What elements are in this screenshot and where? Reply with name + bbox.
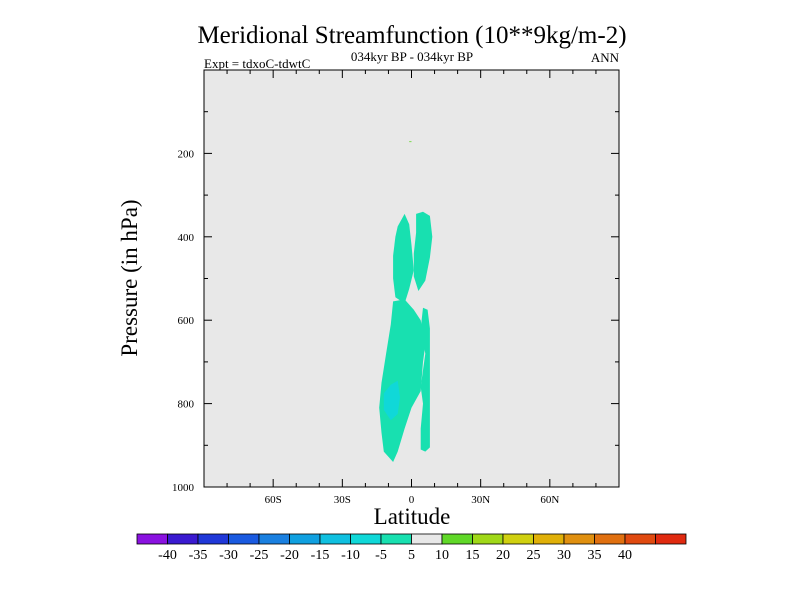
colorbar-label: -35 [189,548,208,563]
colorbar-label: 35 [588,548,602,563]
y-tick-label: 1000 [172,482,195,494]
contour-region-upper-east-lobe [413,211,433,291]
colorbar-label: 40 [618,548,632,563]
chart-subtitle: 034kyr BP - 034kyr BP [351,49,473,64]
colorbar-swatch [411,533,443,545]
season-label: ANN [591,50,620,65]
colorbar-label: 30 [557,548,571,563]
colorbar-swatch [289,533,321,545]
colorbar-label: 25 [527,548,541,563]
y-tick-label: 400 [178,232,195,244]
colorbar-swatch [533,533,565,545]
colorbar-swatch [228,533,260,545]
colorbar-label: -40 [158,548,177,563]
colorbar-swatch [655,533,687,545]
colorbar-swatch [258,533,290,545]
colorbar-label: -5 [375,548,387,563]
plot-frame [203,69,620,488]
colorbar-label: -20 [280,548,299,563]
colorbar-label: 10 [435,548,449,563]
x-tick-label: 30N [471,494,490,506]
colorbar-swatch [380,533,412,545]
x-tick-labels: 60S 30S 0 30N 60N [265,494,560,506]
colorbar-swatch [441,533,473,545]
y-axis-label: Pressure (in hPa) [117,199,142,356]
x-tick-label: 60S [265,494,282,506]
colorbar-swatch [594,533,626,545]
axis-ticks [204,70,619,487]
contour-regions [379,141,433,462]
contour-region-lower-east-lobe [420,307,430,452]
colorbar-label: -30 [219,548,238,563]
y-tick-label: 600 [178,315,195,327]
colorbar [136,533,687,545]
colorbar-swatch [563,533,595,545]
x-tick-label: 60N [540,494,559,506]
colorbar-label: -25 [250,548,269,563]
contour-region-speck [409,141,412,143]
colorbar-swatch [167,533,199,545]
y-tick-label: 200 [178,148,195,160]
colorbar-label: 15 [466,548,480,563]
colorbar-swatch [319,533,351,545]
colorbar-label: -10 [341,548,360,563]
x-axis-label: Latitude [374,504,451,529]
chart-title: Meridional Streamfunction (10**9kg/m-2) [197,22,626,49]
y-tick-label: 800 [178,399,195,411]
colorbar-label: 20 [496,548,510,563]
colorbar-swatch [136,533,168,545]
colorbar-swatch [502,533,534,545]
y-tick-labels: 200 400 600 800 1000 [172,148,195,494]
contour-region-upper-west-lobe [393,213,414,304]
colorbar-swatch [624,533,656,545]
contour-region-lower-west-lobe [379,299,426,462]
colorbar-swatch [350,533,382,545]
colorbar-labels: -40 -35 -30 -25 -20 -15 -10 -5 5 10 15 20 25 30 35 40 [158,548,632,563]
contour-region-core [383,380,400,421]
colorbar-label: 5 [408,548,415,563]
colorbar-swatch [472,533,504,545]
plot-area [203,69,620,488]
colorbar-swatch [197,533,229,545]
colorbar-label: -15 [311,548,330,563]
x-tick-label: 30S [334,494,351,506]
experiment-label: Expt = tdxoC-tdwtC [204,56,310,71]
x-tick-label: 0 [409,494,415,506]
